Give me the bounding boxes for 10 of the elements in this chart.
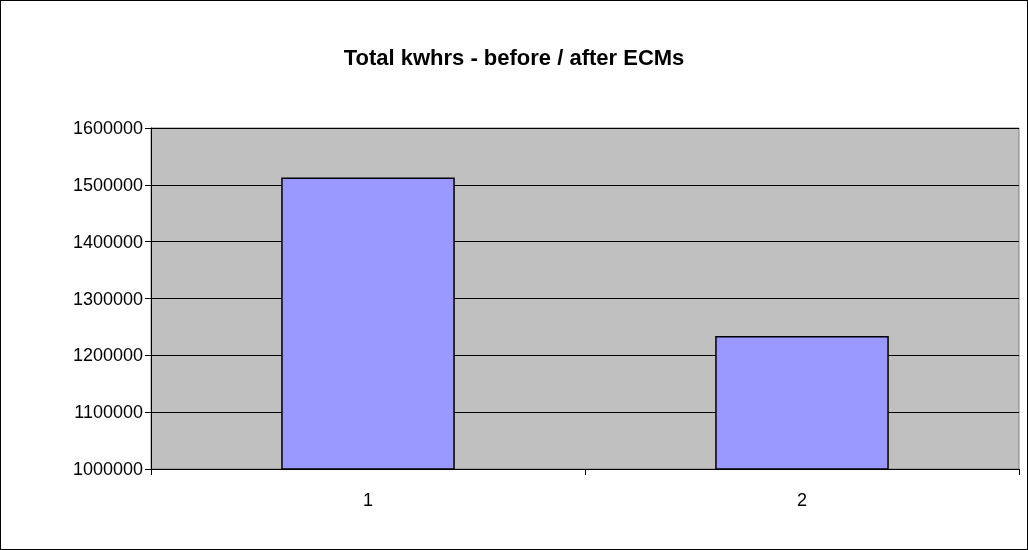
y-tick-label: 1400000 [72,231,143,252]
y-tick-label: 1100000 [74,402,143,423]
y-tick-label: 1600000 [72,118,143,138]
y-tick-label: 1200000 [72,345,143,366]
y-tick-label: 1300000 [72,288,143,309]
x-tick-label: 1 [362,490,374,510]
x-tick-label: 2 [796,490,808,510]
chart-title: Total kwhrs - before / after ECMs [343,44,685,70]
y-tick-label: 1500000 [72,174,143,195]
y-tick-label: 1000000 [72,459,143,479]
